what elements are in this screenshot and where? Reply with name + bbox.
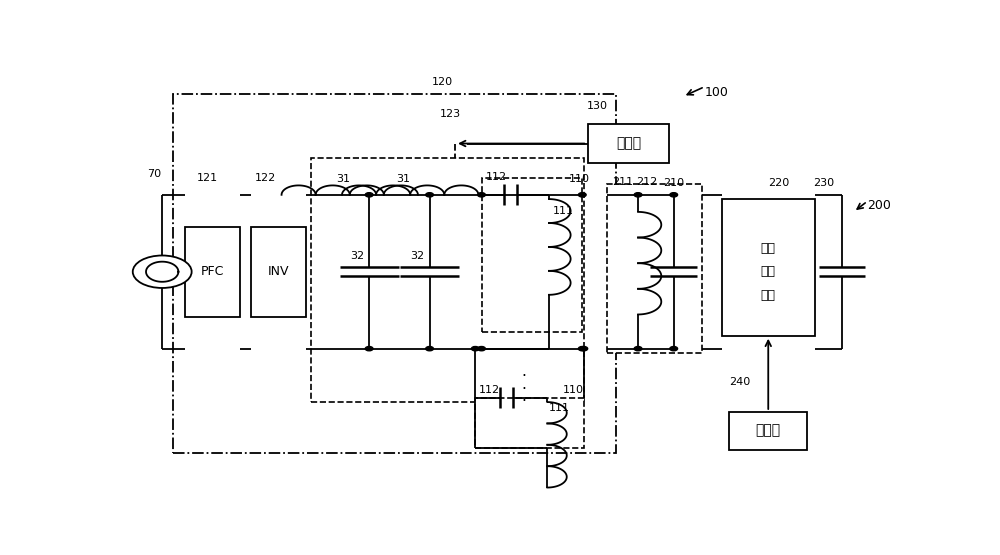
Bar xyxy=(185,227,240,316)
Bar xyxy=(482,178,582,331)
Text: 单元: 单元 xyxy=(761,289,776,302)
Circle shape xyxy=(578,346,586,351)
Text: 130: 130 xyxy=(587,102,608,112)
Circle shape xyxy=(580,346,588,351)
Circle shape xyxy=(634,193,642,197)
Text: 220: 220 xyxy=(768,178,790,188)
Text: 212: 212 xyxy=(637,177,658,187)
Text: 111: 111 xyxy=(549,403,570,413)
Bar xyxy=(607,184,702,353)
Circle shape xyxy=(634,346,642,351)
Text: 122: 122 xyxy=(255,173,276,183)
Text: 120: 120 xyxy=(432,77,453,87)
Text: 100: 100 xyxy=(705,86,729,99)
Text: 230: 230 xyxy=(813,178,834,188)
Text: 110: 110 xyxy=(569,174,590,184)
Circle shape xyxy=(365,346,373,351)
Text: 240: 240 xyxy=(730,377,751,387)
Text: 123: 123 xyxy=(440,109,461,119)
Text: 32: 32 xyxy=(410,251,424,261)
Circle shape xyxy=(426,193,433,197)
Text: 控制部: 控制部 xyxy=(616,137,641,150)
Text: 110: 110 xyxy=(563,385,584,395)
Text: 121: 121 xyxy=(197,173,218,183)
Text: 112: 112 xyxy=(479,385,500,395)
Bar xyxy=(729,412,807,450)
Text: 70: 70 xyxy=(147,169,161,179)
Bar xyxy=(722,199,815,336)
Text: 210: 210 xyxy=(664,178,685,188)
Text: 32: 32 xyxy=(350,251,364,261)
Text: 31: 31 xyxy=(336,174,350,184)
Circle shape xyxy=(471,346,479,351)
Text: 211: 211 xyxy=(612,177,634,187)
Circle shape xyxy=(478,193,485,197)
Text: 112: 112 xyxy=(485,172,507,182)
Text: INV: INV xyxy=(268,265,289,278)
Text: 控制部: 控制部 xyxy=(756,423,781,438)
Bar xyxy=(588,124,669,163)
Circle shape xyxy=(670,346,678,351)
Circle shape xyxy=(365,193,373,197)
Bar xyxy=(475,398,584,448)
Circle shape xyxy=(478,346,485,351)
Text: 转换: 转换 xyxy=(761,265,776,278)
Text: 电力: 电力 xyxy=(761,242,776,255)
Bar xyxy=(251,227,306,316)
Bar xyxy=(311,159,584,402)
Bar xyxy=(173,94,616,453)
Text: 31: 31 xyxy=(396,174,410,184)
Circle shape xyxy=(670,193,678,197)
Circle shape xyxy=(133,255,192,288)
Text: 200: 200 xyxy=(867,199,891,212)
Text: 111: 111 xyxy=(553,206,574,216)
Text: PFC: PFC xyxy=(201,265,224,278)
Circle shape xyxy=(426,346,433,351)
Circle shape xyxy=(578,193,586,197)
Text: ·
·
·: · · · xyxy=(522,369,527,410)
